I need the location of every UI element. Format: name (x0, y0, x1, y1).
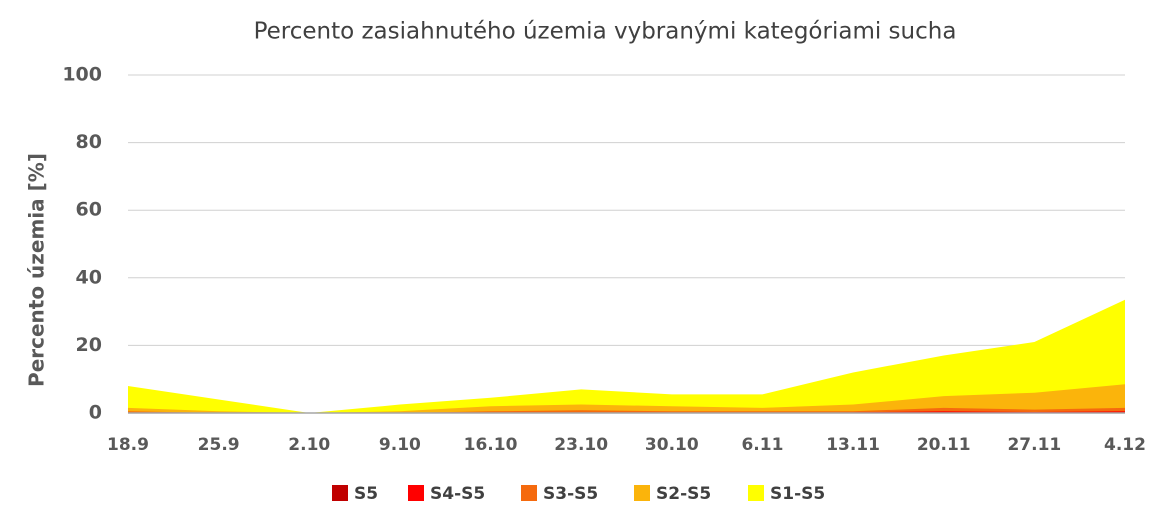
legend-label: S1-S5 (770, 484, 825, 504)
legend-swatch (521, 485, 537, 501)
x-tick-label: 27.11 (1007, 435, 1061, 455)
x-tick-label: 2.10 (288, 435, 330, 455)
y-tick-label: 80 (76, 131, 102, 153)
y-tick-label: 40 (76, 266, 102, 288)
legend-swatch (634, 485, 650, 501)
x-tick-label: 30.10 (645, 435, 699, 455)
legend-swatch (748, 485, 764, 501)
y-tick-label: 0 (89, 402, 102, 424)
area (128, 407, 1125, 413)
y-tick-label: 100 (62, 64, 102, 86)
legend-swatch (408, 485, 424, 501)
x-tick-label: 13.11 (826, 435, 880, 455)
y-axis-label: Percento územia [%] (25, 153, 49, 387)
x-tick-label: 25.9 (198, 435, 240, 455)
legend-swatch (332, 485, 348, 501)
y-tick-label: 60 (76, 199, 102, 221)
x-tick-label: 4.12 (1104, 435, 1146, 455)
chart-title: Percento zasiahnutého územia vybranými k… (254, 19, 957, 45)
legend-label: S5 (354, 484, 378, 504)
x-tick-label: 18.9 (107, 435, 149, 455)
x-tick-label: 9.10 (379, 435, 421, 455)
y-tick-label: 20 (76, 334, 102, 356)
legend-label: S2-S5 (656, 484, 711, 504)
x-tick-label: 6.11 (741, 435, 783, 455)
area (128, 299, 1125, 413)
x-tick-label: 23.10 (554, 435, 608, 455)
legend-label: S4-S5 (430, 484, 485, 504)
x-tick-label: 16.10 (464, 435, 518, 455)
area (128, 384, 1125, 413)
x-tick-label: 20.11 (917, 435, 971, 455)
legend-label: S3-S5 (543, 484, 598, 504)
